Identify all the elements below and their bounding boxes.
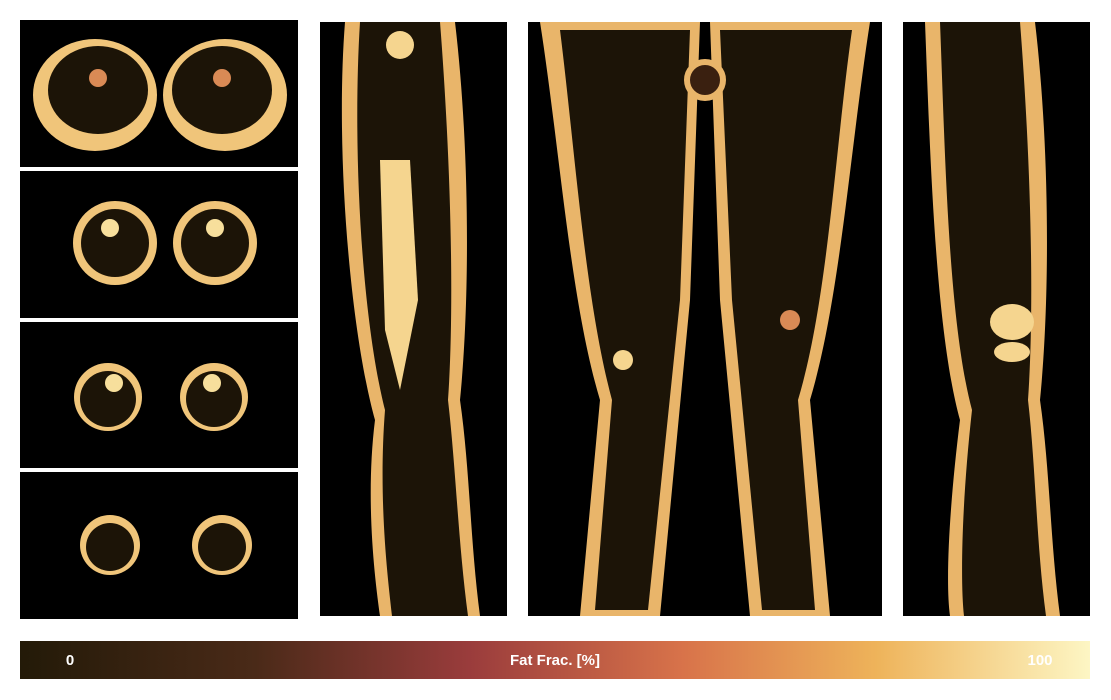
patella [990,304,1034,340]
muscle [81,209,149,277]
axial-slices [20,20,298,619]
muscle [186,371,242,427]
sagittal-left [320,22,507,616]
bone [101,219,119,237]
colorbar-gradient [20,641,1090,679]
colorbar-max: 100 [1027,652,1052,669]
muscle [86,523,134,571]
muscle [48,46,148,134]
muscle [172,46,272,134]
axial-panel [20,472,298,619]
muscle [181,209,249,277]
pelvis [684,59,726,101]
coronal [528,22,882,616]
bone [89,69,107,87]
sagittal-right [903,22,1090,616]
colorbar: 0 Fat Frac. [%] 100 [20,641,1090,679]
bone [105,374,123,392]
muscle [198,523,246,571]
bone [206,219,224,237]
bone [994,342,1030,362]
bone [780,310,800,330]
colorbar-label: Fat Frac. [%] [510,652,600,669]
bone [203,374,221,392]
bone [613,350,633,370]
colorbar-min: 0 [66,652,74,669]
bone [380,160,418,390]
axial-panel [20,322,298,468]
bone [213,69,231,87]
bone [386,31,414,59]
muscle [560,30,690,610]
